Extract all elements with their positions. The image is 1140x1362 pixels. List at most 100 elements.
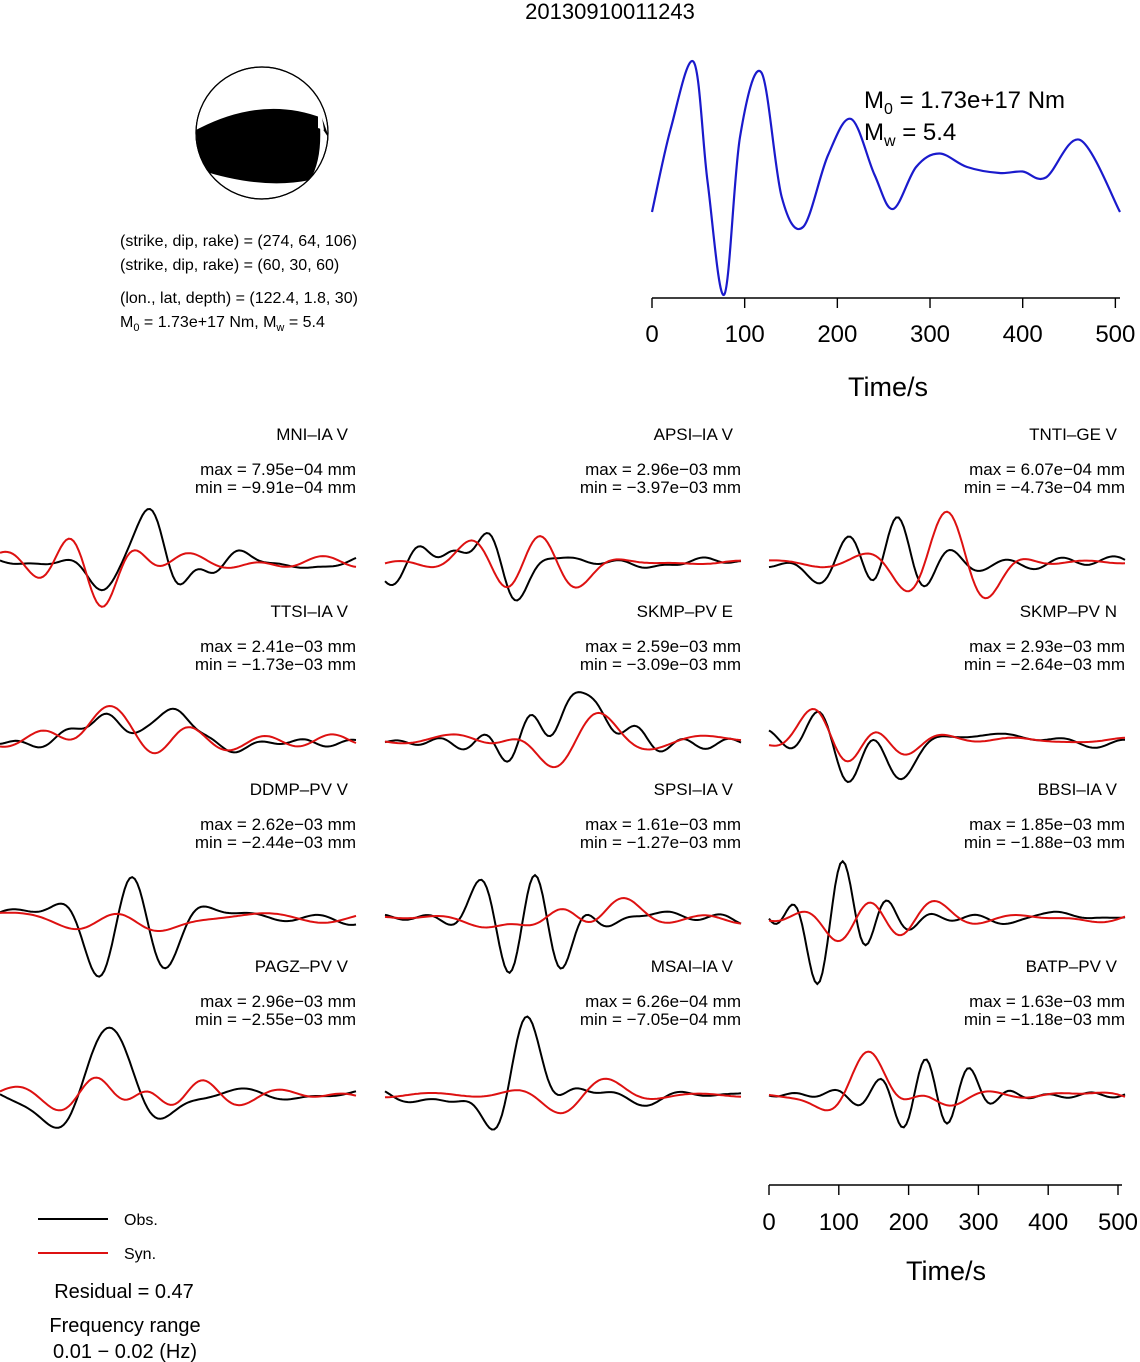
station-name: BBSI–IA V bbox=[1038, 780, 1118, 799]
stf-x-ticks: 0 100 200 300 400 500 bbox=[645, 298, 1135, 348]
station-min: min = −3.97e−03 mm bbox=[580, 478, 741, 497]
station-max: max = 6.26e−04 mm bbox=[585, 992, 741, 1011]
observed-trace bbox=[0, 507, 357, 592]
station-name: MNI–IA V bbox=[276, 425, 348, 444]
station-max: max = 2.93e−03 mm bbox=[969, 637, 1125, 656]
station-max: max = 2.62e−03 mm bbox=[200, 815, 356, 834]
stf-x-axis-label: Time/s bbox=[848, 372, 928, 402]
stf-magnitude-label: Mw = 5.4 bbox=[864, 119, 956, 150]
observed-trace bbox=[384, 531, 742, 602]
station-max: max = 1.61e−03 mm bbox=[585, 815, 741, 834]
time-tick-label: 300 bbox=[958, 1209, 998, 1236]
mechanism-location: (lon., lat, depth) = (122.4, 1.8, 30) bbox=[120, 290, 358, 307]
station-name: TNTI–GE V bbox=[1029, 425, 1118, 444]
station-name: SPSI–IA V bbox=[654, 780, 734, 799]
stf-tick-label: 0 bbox=[645, 321, 658, 348]
synthetic-trace bbox=[768, 1050, 1126, 1112]
frequency-range-value: 0.01 − 0.02 (Hz) bbox=[53, 1341, 197, 1362]
observed-trace bbox=[768, 516, 1126, 588]
station-name: DDMP–PV V bbox=[250, 780, 349, 799]
station-max: max = 2.41e−03 mm bbox=[200, 637, 356, 656]
time-tick-label: 100 bbox=[819, 1209, 859, 1236]
time-x-axis-label: Time/s bbox=[906, 1256, 986, 1286]
station-min: min = −1.73e−03 mm bbox=[195, 655, 356, 674]
station-name: SKMP–PV E bbox=[637, 602, 733, 621]
time-tick-label: 400 bbox=[1028, 1209, 1068, 1236]
station-name: MSAI–IA V bbox=[651, 957, 734, 976]
synthetic-trace bbox=[768, 707, 1126, 763]
mechanism-moment: M0 = 1.73e+17 Nm, Mw = 5.4 bbox=[120, 314, 325, 334]
frequency-range-title: Frequency range bbox=[49, 1315, 200, 1337]
stf-tick-label: 400 bbox=[1003, 321, 1043, 348]
station-max: max = 6.07e−04 mm bbox=[969, 460, 1125, 479]
synthetic-trace bbox=[0, 1076, 357, 1112]
observed-trace bbox=[384, 691, 742, 763]
stf-tick-label: 300 bbox=[910, 321, 950, 348]
station-max: max = 7.95e−04 mm bbox=[200, 460, 356, 479]
observed-trace bbox=[0, 1026, 357, 1129]
station-name: APSI–IA V bbox=[654, 425, 734, 444]
synthetic-trace bbox=[384, 711, 742, 769]
station-max: max = 1.85e−03 mm bbox=[969, 815, 1125, 834]
observed-trace bbox=[0, 875, 357, 978]
station-max: max = 2.96e−03 mm bbox=[585, 460, 741, 479]
legend: Obs. Syn. Residual = 0.47 Frequency rang… bbox=[38, 1212, 201, 1362]
station-name: BATP–PV V bbox=[1026, 957, 1118, 976]
time-x-ticks: 0 100 200 300 400 500 bbox=[762, 1185, 1138, 1236]
mechanism-plane-1: (strike, dip, rake) = (274, 64, 106) bbox=[120, 233, 357, 250]
station-name: PAGZ–PV V bbox=[255, 957, 349, 976]
time-tick-label: 500 bbox=[1098, 1209, 1138, 1236]
mechanism-plane-2: (strike, dip, rake) = (60, 30, 60) bbox=[120, 257, 339, 274]
legend-obs-label: Obs. bbox=[124, 1212, 158, 1229]
synthetic-trace bbox=[769, 510, 1126, 600]
station-min: min = −4.73e−04 mm bbox=[964, 478, 1125, 497]
synthetic-trace bbox=[384, 535, 742, 589]
station-name: SKMP–PV N bbox=[1020, 602, 1117, 621]
station-min: min = −2.44e−03 mm bbox=[195, 833, 356, 852]
stf-tick-label: 200 bbox=[817, 321, 857, 348]
observed-trace bbox=[768, 1058, 1126, 1129]
stf-tick-label: 100 bbox=[725, 321, 765, 348]
observed-trace bbox=[384, 873, 742, 975]
station-max: max = 2.96e−03 mm bbox=[200, 992, 356, 1011]
stf-series-line bbox=[650, 60, 1121, 296]
station-min: min = −1.27e−03 mm bbox=[580, 833, 741, 852]
station-max: max = 2.59e−03 mm bbox=[585, 637, 741, 656]
station-max: max = 1.63e−03 mm bbox=[969, 992, 1125, 1011]
synthetic-trace bbox=[768, 899, 1126, 943]
station-min: min = −2.64e−03 mm bbox=[964, 655, 1125, 674]
source-time-function-panel: M0 = 1.73e+17 Nm Mw = 5.4 0 100 200 300 400 5… bbox=[645, 60, 1135, 402]
station-min: min = −9.91e−04 mm bbox=[195, 478, 356, 497]
observed-trace bbox=[0, 707, 357, 754]
station-min: min = −2.55e−03 mm bbox=[195, 1010, 356, 1029]
beachball-icon bbox=[195, 66, 329, 200]
station-min: min = −1.88e−03 mm bbox=[964, 833, 1125, 852]
synthetic-trace bbox=[384, 896, 742, 929]
legend-syn-label: Syn. bbox=[124, 1246, 156, 1263]
synthetic-trace bbox=[384, 1077, 742, 1115]
station-min: min = −1.18e−03 mm bbox=[964, 1010, 1125, 1029]
stf-tick-label: 500 bbox=[1095, 321, 1135, 348]
observed-trace bbox=[768, 859, 1126, 986]
time-axis: 0 100 200 300 400 500 Time/s bbox=[762, 1184, 1138, 1286]
observed-trace bbox=[768, 710, 1126, 784]
time-tick-label: 0 bbox=[762, 1209, 775, 1236]
time-tick-label: 200 bbox=[889, 1209, 929, 1236]
synthetic-trace bbox=[0, 704, 357, 755]
synthetic-trace bbox=[0, 911, 357, 932]
synthetic-trace bbox=[0, 537, 357, 608]
